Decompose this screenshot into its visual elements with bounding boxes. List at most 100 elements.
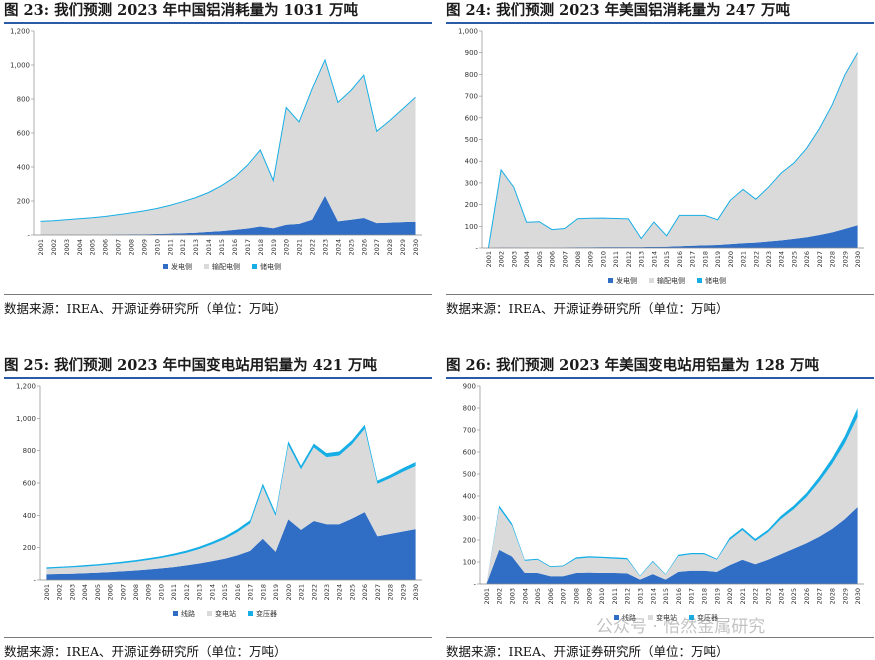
x-tick-label: 2027 (374, 584, 382, 601)
x-tick-label: 2025 (790, 251, 798, 268)
legend-label: 储电侧 (260, 262, 281, 271)
x-tick-label: 2010 (153, 239, 161, 256)
x-tick-label: 2004 (81, 584, 89, 601)
x-tick-label: 2021 (740, 251, 748, 268)
chart-title: 图 26: 我们预测 2023 年美国变电站用铝量为 128 万吨 (446, 355, 874, 379)
x-tick-label: 2007 (561, 251, 569, 268)
legend-swatch (207, 611, 212, 616)
x-tick-label: 2001 (37, 239, 45, 256)
x-tick-label: 2018 (257, 239, 265, 256)
x-tick-label: 2024 (778, 251, 786, 268)
y-tick-label: 800 (465, 71, 478, 79)
x-tick-label: 2001 (485, 251, 493, 268)
x-tick-label: 2022 (309, 239, 317, 256)
x-tick-label: 2018 (701, 251, 709, 268)
legend-swatch (252, 264, 257, 269)
chart-panel-us-aluminum: 图 24: 我们预测 2023 年美国铝消耗量为 247 万吨 -100 200 3… (446, 0, 875, 316)
legend-label: 储电侧 (705, 276, 726, 285)
x-tick-label: 2029 (399, 239, 407, 256)
x-tick-label: 2017 (247, 584, 255, 601)
x-tick-label: 2011 (612, 251, 620, 268)
legend-swatch (248, 611, 253, 616)
x-tick-label: 2010 (598, 588, 606, 605)
legend-label: 变电站 (656, 613, 677, 622)
x-tick-label: 2011 (170, 584, 178, 601)
chart-panel-china-substation: 图 25: 我们预测 2023 年中国变电站用铝量为 421 万吨 - 200 40… (4, 355, 434, 659)
area-series-1 (40, 195, 416, 235)
x-tick-label: 2015 (662, 588, 670, 605)
area-chart: - 200 400 600 800 1,000 1,200 2001 2002 2003 2004 2… (10, 28, 422, 271)
x-tick-label: 2013 (637, 588, 645, 605)
x-tick-label: 2026 (361, 584, 369, 601)
x-tick-label: 2028 (829, 588, 837, 605)
y-tick-label: 1,000 (458, 28, 478, 36)
x-tick-label: 2013 (196, 584, 204, 601)
legend-swatch (697, 278, 702, 283)
legend-label: 变电站 (215, 609, 236, 618)
outline-line (40, 58, 416, 222)
x-tick-label: 2003 (68, 584, 76, 601)
x-tick-label: 2019 (713, 588, 721, 605)
x-tick-label: 2021 (296, 239, 304, 256)
x-tick-label: 2007 (115, 239, 123, 256)
y-tick-label: 700 (465, 93, 478, 101)
x-tick-label: 2029 (841, 588, 849, 605)
x-tick-label: 2023 (765, 251, 773, 268)
x-tick-label: 2026 (360, 239, 368, 256)
x-tick-label: 2006 (107, 584, 115, 601)
y-tick-label: 800 (17, 96, 30, 104)
area-series-1 (486, 507, 858, 584)
y-tick-label: 600 (17, 130, 30, 138)
area-series-2 (486, 416, 858, 584)
legend-label: 发电侧 (171, 262, 192, 271)
y-tick-label: 600 (463, 449, 476, 457)
x-tick-label: 2020 (283, 239, 291, 256)
x-tick-label: 2023 (765, 588, 773, 605)
x-tick-label: 2006 (102, 239, 110, 256)
x-tick-label: 2020 (727, 251, 735, 268)
x-tick-label: 2004 (523, 251, 531, 268)
x-tick-label: 2006 (547, 588, 555, 605)
x-tick-label: 2002 (56, 584, 64, 601)
x-tick-label: 2008 (573, 588, 581, 605)
x-tick-label: 2022 (752, 251, 760, 268)
x-tick-label: 2027 (816, 588, 824, 605)
x-tick-label: 2015 (663, 251, 671, 268)
x-tick-label: 2017 (244, 239, 252, 256)
chart-title: 图 24: 我们预测 2023 年美国铝消耗量为 247 万吨 (446, 0, 874, 24)
legend-label: 变压器 (697, 613, 718, 622)
legend-swatch (204, 264, 209, 269)
x-tick-label: 2008 (132, 584, 140, 601)
chart-panel-us-substation: 图 26: 我们预测 2023 年美国变电站用铝量为 128 万吨 - 100 20… (446, 355, 875, 659)
y-tick-label: 300 (463, 515, 476, 523)
y-tick-label: 100 (465, 223, 478, 231)
chart-source: 数据来源：IREA、开源证券研究所（单位：万吨） (4, 637, 432, 660)
x-tick-label: 2028 (387, 584, 395, 601)
x-tick-label: 2014 (649, 588, 657, 605)
x-tick-label: 2002 (498, 251, 506, 268)
x-tick-label: 2012 (183, 584, 191, 601)
x-tick-label: 2024 (334, 239, 342, 256)
x-tick-label: 2011 (166, 239, 174, 256)
y-tick-label: 1,000 (16, 415, 36, 423)
legend-swatch (173, 611, 178, 616)
x-tick-label: 2003 (63, 239, 71, 256)
area-chart: - 100 200 300 400 500 600 700 800 900 1,000 2001 200… (458, 28, 864, 285)
legend-swatch (689, 615, 694, 620)
area-chart: - 100 200 300 400 500 600 700 800 900 2001 2002 2003… (463, 383, 864, 622)
y-tick-label: 100 (463, 559, 476, 567)
x-tick-label: 2002 (496, 588, 504, 605)
x-tick-label: 2005 (536, 251, 544, 268)
legend-label: 发电侧 (616, 276, 637, 285)
x-tick-label: 2022 (752, 588, 760, 605)
legend-label: 线路 (181, 609, 195, 618)
x-tick-label: 2001 (43, 584, 51, 601)
x-tick-label: 2020 (726, 588, 734, 605)
x-tick-label: 2025 (348, 584, 356, 601)
x-tick-label: 2025 (347, 239, 355, 256)
area-series-1 (46, 512, 416, 580)
x-tick-label: 2017 (689, 251, 697, 268)
x-tick-label: 2028 (386, 239, 394, 256)
x-tick-label: 2016 (676, 251, 684, 268)
legend-swatch (163, 264, 168, 269)
